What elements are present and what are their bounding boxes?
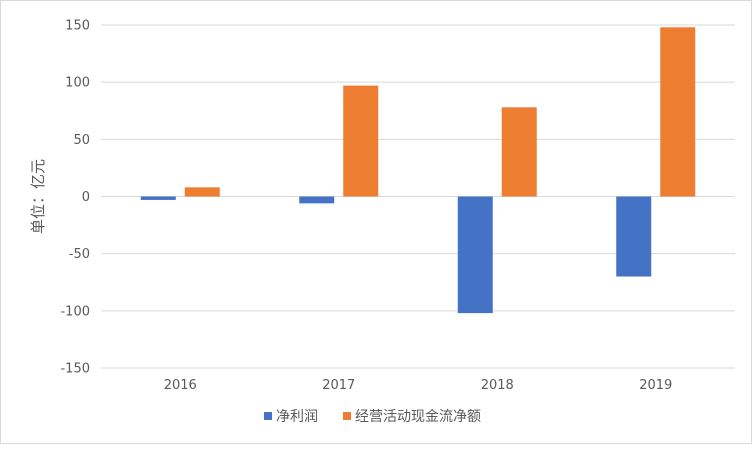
x-tick-label: 2018 bbox=[481, 378, 514, 393]
legend-label: 净利润 bbox=[276, 409, 318, 425]
x-tick-label: 2019 bbox=[639, 378, 672, 393]
bar-operating-cash-flow-2017 bbox=[343, 85, 379, 197]
legend-swatch bbox=[343, 412, 351, 420]
bar-operating-cash-flow-2016 bbox=[184, 187, 220, 197]
y-tick-label: 0 bbox=[82, 190, 90, 205]
y-tick-label: -100 bbox=[60, 304, 90, 319]
y-tick-label: -150 bbox=[60, 362, 90, 377]
bar-net-profit-2018 bbox=[457, 196, 493, 314]
y-tick-label: 50 bbox=[73, 133, 90, 148]
bar-net-profit-2017 bbox=[299, 196, 335, 204]
legend-swatch bbox=[264, 412, 272, 420]
y-axis-title: 单位：亿元 bbox=[29, 159, 47, 234]
legend-label: 经营活动现金流净额 bbox=[355, 409, 481, 425]
y-tick-label: -50 bbox=[69, 247, 90, 262]
y-tick-label: 100 bbox=[65, 76, 90, 91]
bars bbox=[140, 27, 696, 314]
bar-net-profit-2016 bbox=[140, 196, 176, 200]
legend: 净利润 经营活动现金流净额 bbox=[264, 409, 481, 425]
bar-net-profit-2019 bbox=[616, 196, 652, 277]
y-tick-label: 150 bbox=[65, 19, 90, 34]
bar-operating-cash-flow-2018 bbox=[501, 107, 537, 197]
x-tick-label: 2016 bbox=[164, 378, 197, 393]
x-tick-label: 2017 bbox=[322, 378, 355, 393]
axis-labels: 150 100 50 0 -50 -100 -150 2016 2017 2018 2019 bbox=[60, 19, 672, 394]
bar-operating-cash-flow-2019 bbox=[660, 27, 696, 197]
